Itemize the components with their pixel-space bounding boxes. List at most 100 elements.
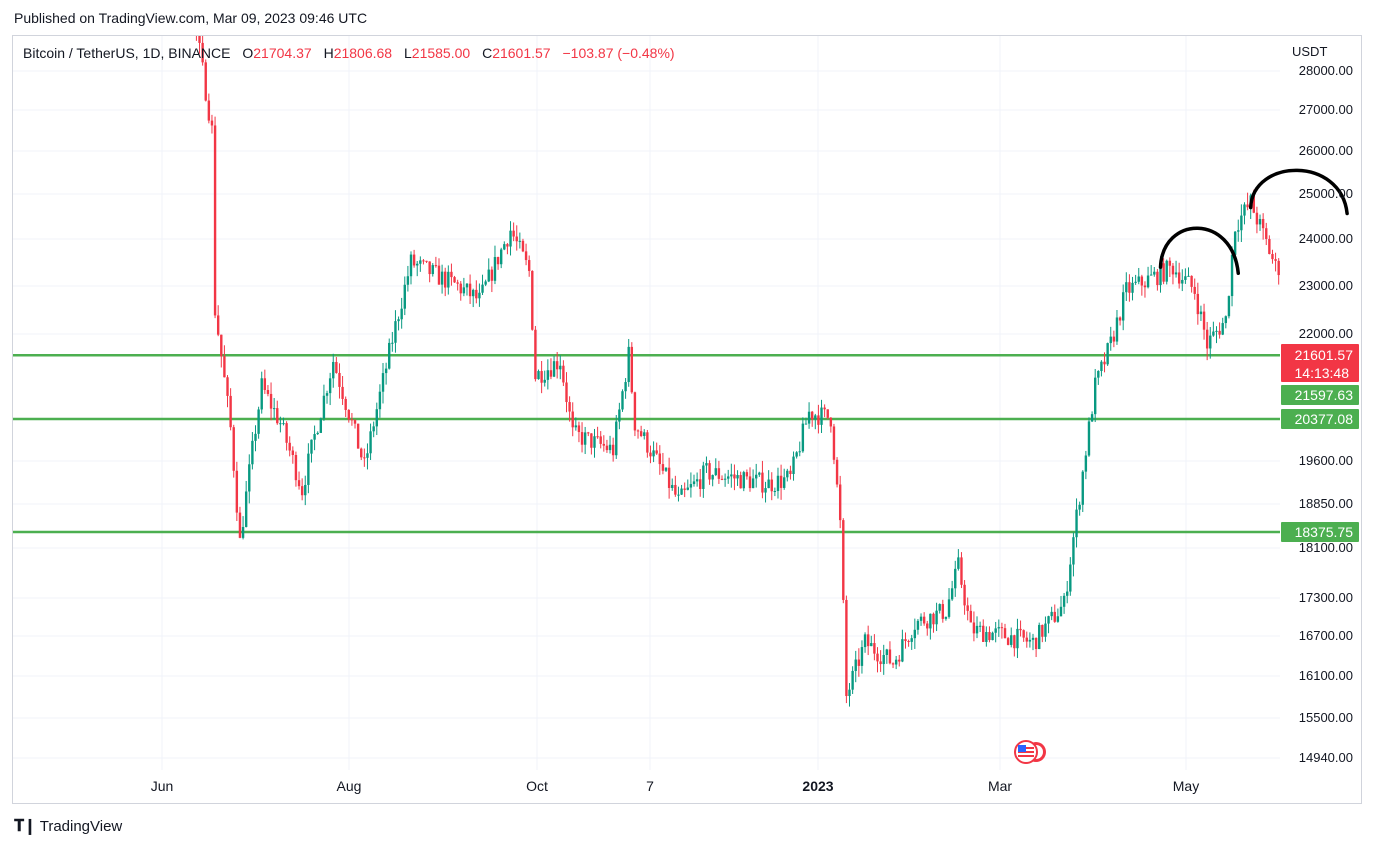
candle-body — [1215, 330, 1218, 332]
candle-body — [192, 9, 194, 21]
candle-body — [102, 7, 104, 11]
y-tick-label: 18850.00 — [1299, 496, 1353, 511]
candle-body — [105, 5, 107, 7]
candle-body — [472, 289, 475, 297]
chart-frame[interactable] — [12, 35, 1362, 804]
candle-body — [552, 361, 556, 377]
candle-body — [1109, 336, 1112, 344]
candle-body — [210, 120, 214, 126]
candle-body — [885, 649, 889, 655]
candle-body — [1287, 263, 1289, 275]
candle-body — [947, 599, 951, 617]
candle-body — [1106, 343, 1109, 365]
candle-body — [509, 230, 512, 247]
candle-body — [1137, 276, 1140, 282]
candle-body — [988, 632, 991, 641]
candle-body — [173, 0, 175, 9]
candle-body — [1019, 628, 1022, 631]
candle-body — [372, 426, 375, 432]
symbol-name: Bitcoin / TetherUS, 1D, BINANCE — [23, 45, 231, 61]
candle-body — [381, 373, 385, 392]
candle-body — [465, 283, 469, 288]
candle-body — [963, 584, 966, 606]
candle-body — [244, 491, 248, 527]
y-tick-label: 17300.00 — [1299, 590, 1353, 605]
candle-body — [487, 269, 490, 282]
candle-body — [152, 0, 154, 10]
candle-body — [630, 346, 634, 393]
candle-body — [490, 269, 494, 281]
candle-body — [232, 427, 235, 471]
footer-brand: 𝐓❙ TradingView — [14, 816, 122, 836]
candle-body — [1125, 282, 1128, 293]
candle-body — [683, 488, 686, 490]
candle-body — [133, 7, 135, 8]
candle-body — [807, 411, 811, 424]
candle-body — [350, 419, 354, 421]
candle-body — [636, 430, 640, 432]
candle-body — [677, 494, 680, 496]
candle-body — [397, 319, 400, 322]
candle-body — [857, 659, 861, 666]
candle-body — [1059, 606, 1063, 617]
candle-body — [1081, 471, 1084, 505]
candle-body — [605, 445, 609, 451]
level-price-label: 18375.75 — [1295, 524, 1354, 540]
candle-body — [1006, 638, 1010, 645]
candle-body — [1003, 628, 1007, 639]
candle-body — [416, 263, 419, 266]
candle-body — [254, 433, 257, 441]
candle-body — [1075, 509, 1078, 538]
candle-body — [854, 659, 857, 671]
candle-body — [680, 488, 683, 495]
candle-body — [1302, 266, 1304, 272]
candle-body — [263, 378, 267, 390]
candle-body — [1184, 276, 1187, 280]
candle-body — [1218, 330, 1221, 335]
candle-body — [425, 260, 428, 262]
candle-body — [158, 7, 160, 13]
candle-body — [521, 240, 525, 252]
candle-body — [633, 392, 637, 431]
candle-body — [322, 395, 326, 419]
candle-body — [384, 368, 388, 374]
candle-body — [717, 468, 721, 479]
candle-body — [167, 0, 169, 14]
candle-body — [907, 641, 910, 643]
candle-body — [1258, 218, 1262, 225]
candle-body — [1010, 635, 1013, 645]
candle-body — [1165, 260, 1168, 282]
candle-body — [870, 643, 873, 647]
candle-body — [692, 481, 696, 485]
candle-body — [935, 610, 938, 625]
candle-body — [506, 244, 509, 247]
y-tick-label: 22000.00 — [1299, 326, 1353, 341]
candle-body — [1103, 361, 1106, 365]
candle-body — [499, 249, 503, 265]
candle-body — [403, 284, 406, 309]
candle-body — [540, 371, 543, 383]
candle-body — [543, 379, 546, 383]
candle-body — [139, 4, 141, 7]
candle-body — [1053, 611, 1056, 622]
candle-body — [1128, 282, 1131, 293]
candle-body — [1016, 628, 1019, 649]
candle-body — [1087, 421, 1091, 456]
tradingview-logo-icon: 𝐓❙ — [14, 818, 37, 835]
candle-body — [1031, 637, 1035, 640]
candle-body — [1066, 591, 1069, 596]
candle-body — [422, 260, 425, 262]
x-tick-label: 7 — [646, 778, 654, 794]
candle-body — [496, 257, 500, 265]
currency-label: USDT — [1292, 44, 1327, 59]
candle-body — [1277, 260, 1280, 276]
candle-body — [801, 423, 805, 452]
high-label: H — [323, 45, 334, 61]
us-flag-icon[interactable] — [1012, 740, 1052, 764]
close-label: C — [482, 45, 493, 61]
candle-body — [643, 432, 646, 436]
candle-body — [1143, 285, 1147, 288]
candle-body — [1131, 282, 1134, 293]
candle-body — [1174, 272, 1178, 275]
